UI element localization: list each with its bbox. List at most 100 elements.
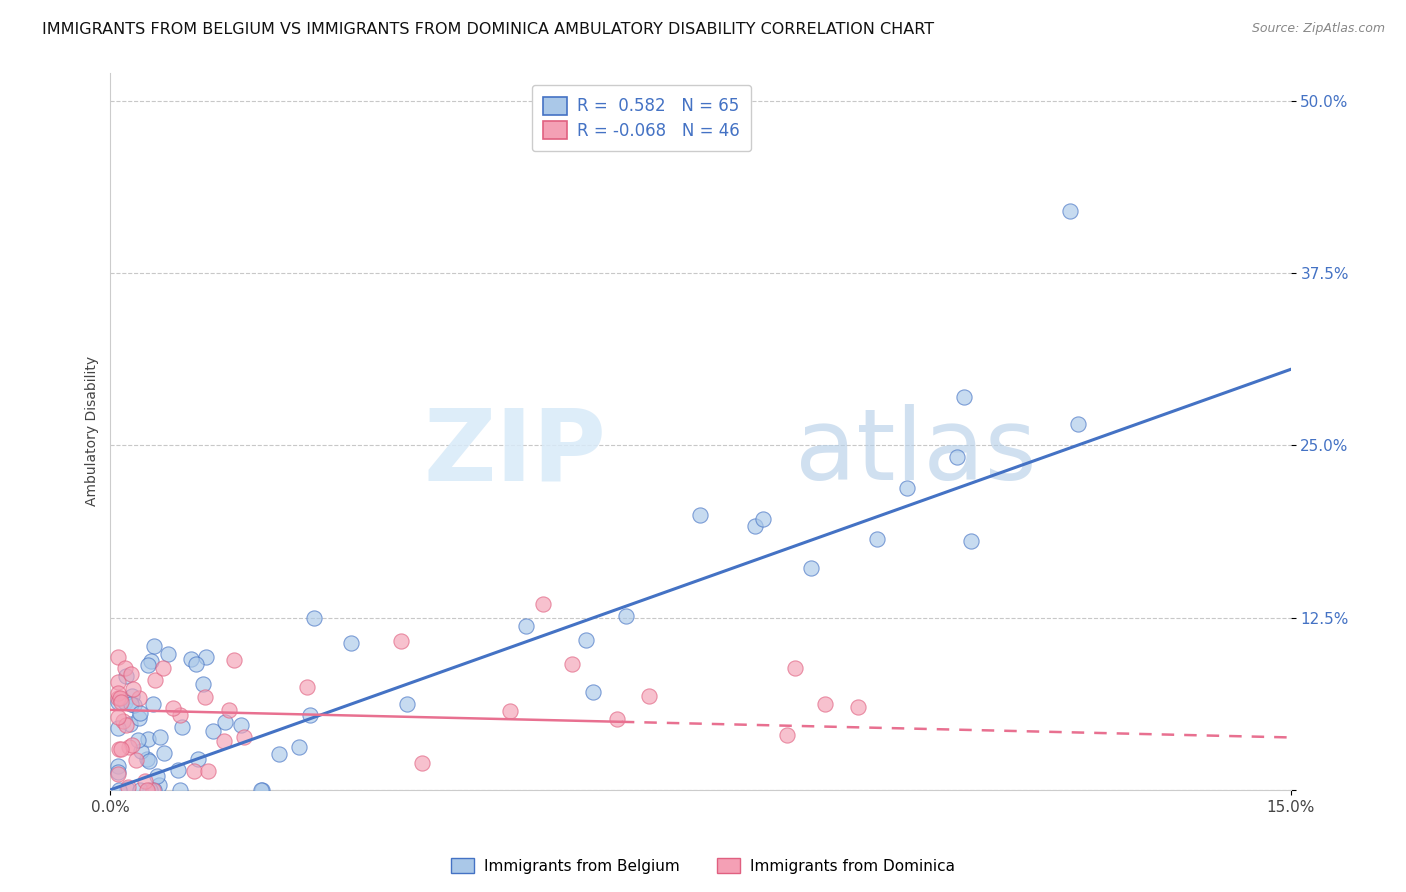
Point xyxy=(107,758,129,772)
Point xyxy=(194,690,217,704)
Point xyxy=(953,390,976,404)
Legend: Immigrants from Belgium, Immigrants from Dominica: Immigrants from Belgium, Immigrants from… xyxy=(446,852,960,880)
Point xyxy=(134,774,156,789)
Point xyxy=(218,703,240,717)
Point xyxy=(1059,203,1081,218)
Point xyxy=(231,718,253,732)
Point xyxy=(776,728,799,742)
Point xyxy=(1067,417,1090,431)
Point xyxy=(865,533,887,547)
Point xyxy=(499,704,522,718)
Point xyxy=(114,695,136,709)
Y-axis label: Ambulatory Disability: Ambulatory Disability xyxy=(86,356,100,507)
Point xyxy=(129,744,152,758)
Point xyxy=(582,685,605,699)
Point xyxy=(814,697,837,711)
Point xyxy=(143,639,166,653)
Text: Source: ZipAtlas.com: Source: ZipAtlas.com xyxy=(1251,22,1385,36)
Point xyxy=(138,754,160,768)
Point xyxy=(606,712,628,726)
Point xyxy=(214,734,236,748)
Point xyxy=(110,695,132,709)
Point xyxy=(170,720,193,734)
Point xyxy=(339,635,361,649)
Point xyxy=(169,782,191,797)
Point xyxy=(575,633,598,648)
Point xyxy=(960,534,983,549)
Point xyxy=(187,752,209,766)
Point xyxy=(149,730,172,744)
Text: ZIP: ZIP xyxy=(423,404,606,501)
Point xyxy=(107,649,129,664)
Point xyxy=(148,778,170,792)
Point xyxy=(143,782,166,797)
Point xyxy=(121,682,143,697)
Point xyxy=(136,732,159,747)
Point xyxy=(638,689,661,703)
Point xyxy=(143,673,166,688)
Point xyxy=(107,674,129,689)
Point xyxy=(135,782,157,797)
Point xyxy=(288,739,311,754)
Point xyxy=(107,695,129,709)
Point xyxy=(114,660,136,674)
Point xyxy=(107,710,129,724)
Point xyxy=(162,701,184,715)
Point xyxy=(395,698,418,712)
Point xyxy=(120,666,142,681)
Point xyxy=(194,650,217,665)
Point xyxy=(744,518,766,533)
Point xyxy=(107,686,129,700)
Point xyxy=(267,747,290,761)
Point xyxy=(146,769,169,783)
Point xyxy=(115,782,138,797)
Point xyxy=(114,668,136,682)
Point xyxy=(752,511,775,525)
Point xyxy=(184,657,207,671)
Legend: R =  0.582   N = 65, R = -0.068   N = 46: R = 0.582 N = 65, R = -0.068 N = 46 xyxy=(531,85,751,152)
Point xyxy=(232,730,254,744)
Point xyxy=(121,738,143,752)
Point xyxy=(515,618,537,632)
Point xyxy=(141,782,163,797)
Point xyxy=(183,764,205,778)
Point xyxy=(142,698,165,712)
Point xyxy=(214,715,236,730)
Point xyxy=(107,741,129,756)
Point xyxy=(128,782,150,797)
Point xyxy=(411,756,433,771)
Point xyxy=(945,450,967,464)
Point xyxy=(128,706,150,720)
Point xyxy=(114,717,136,731)
Point xyxy=(169,708,191,723)
Point xyxy=(531,597,554,611)
Point xyxy=(201,724,224,739)
Text: atlas: atlas xyxy=(794,404,1036,501)
Point xyxy=(112,714,135,728)
Point xyxy=(107,721,129,735)
Point xyxy=(180,652,202,666)
Point xyxy=(117,780,139,794)
Point xyxy=(135,752,157,766)
Point xyxy=(107,764,129,779)
Point xyxy=(250,782,273,797)
Point xyxy=(783,661,806,675)
Point xyxy=(896,481,918,495)
Point xyxy=(152,660,174,674)
Point xyxy=(128,711,150,725)
Point xyxy=(107,690,129,705)
Point xyxy=(125,753,148,767)
Text: IMMIGRANTS FROM BELGIUM VS IMMIGRANTS FROM DOMINICA AMBULATORY DISABILITY CORREL: IMMIGRANTS FROM BELGIUM VS IMMIGRANTS FR… xyxy=(42,22,935,37)
Point xyxy=(250,782,273,797)
Point xyxy=(128,690,150,705)
Point xyxy=(166,764,188,778)
Point xyxy=(157,647,180,661)
Point xyxy=(118,740,141,755)
Point xyxy=(138,658,160,673)
Point xyxy=(108,782,131,797)
Point xyxy=(122,698,145,713)
Point xyxy=(107,767,129,781)
Point xyxy=(800,560,823,574)
Point xyxy=(127,733,149,747)
Point xyxy=(302,611,325,625)
